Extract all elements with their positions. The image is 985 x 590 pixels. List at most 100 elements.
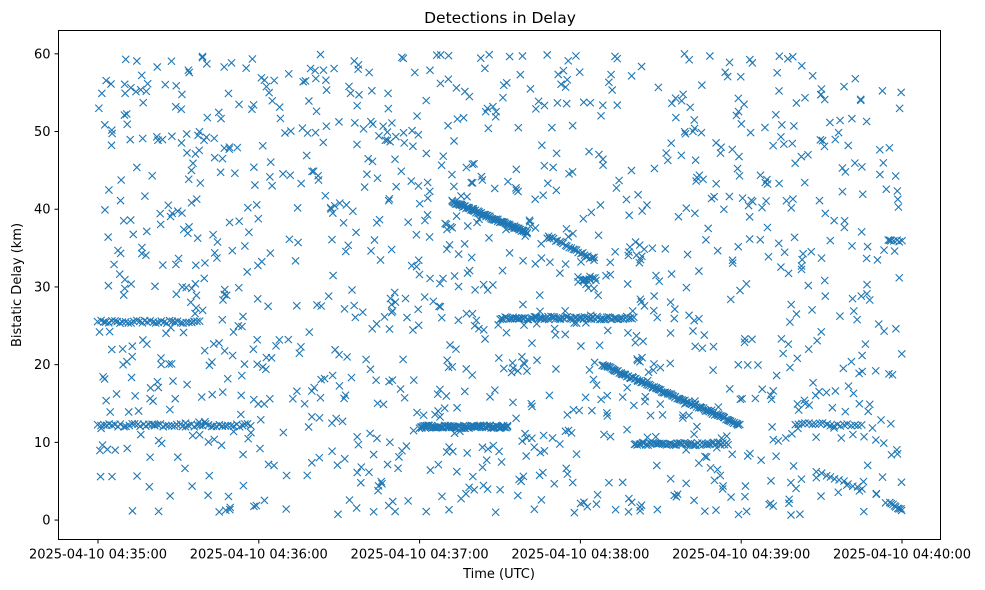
- x-axis-title: Time (UTC): [462, 567, 535, 582]
- detection-point: [157, 439, 166, 448]
- detection-point: [350, 118, 359, 127]
- detection-point: [808, 71, 817, 80]
- detection-point: [104, 186, 113, 195]
- detection-point: [518, 300, 527, 309]
- y-tick-label: 60: [34, 47, 51, 62]
- detection-point: [650, 164, 659, 173]
- detection-point: [897, 349, 906, 358]
- detection-point: [118, 344, 127, 353]
- detection-point: [444, 121, 453, 130]
- detection-point: [608, 86, 617, 95]
- detection-point: [292, 387, 301, 396]
- detection-point: [690, 116, 699, 124]
- detection-point: [820, 142, 829, 151]
- detection-point: [649, 359, 658, 368]
- detection-point: [295, 349, 304, 358]
- detection-point: [119, 216, 128, 225]
- detection-point: [202, 59, 211, 68]
- detection-point: [534, 97, 543, 106]
- detection-point: [462, 163, 471, 172]
- detection-point: [775, 86, 784, 95]
- detection-point: [116, 196, 125, 205]
- detection-point: [354, 60, 363, 69]
- detection-point: [360, 183, 369, 192]
- detection-point: [774, 239, 783, 248]
- detection-point: [408, 142, 417, 151]
- detection-point: [817, 469, 826, 478]
- detection-point: [373, 174, 382, 183]
- detection-point: [704, 224, 713, 233]
- detection-point: [774, 437, 783, 446]
- detection-point: [124, 408, 133, 417]
- detection-point: [444, 363, 453, 372]
- detection-point: [368, 120, 377, 129]
- detection-point: [249, 100, 258, 109]
- detection-point: [340, 304, 349, 313]
- detection-point: [753, 361, 762, 370]
- detection-point: [293, 203, 302, 212]
- detection-point: [589, 375, 598, 384]
- detection-point: [102, 396, 111, 405]
- detection-point: [121, 55, 130, 64]
- detection-point: [822, 388, 831, 397]
- detection-point: [517, 313, 526, 322]
- detection-point: [208, 390, 217, 399]
- detection-point: [732, 111, 741, 120]
- detection-point: [243, 203, 252, 212]
- detection-point: [568, 121, 577, 130]
- detection-point: [679, 90, 688, 99]
- detection-point: [677, 96, 686, 105]
- detection-point: [884, 369, 893, 378]
- detection-point: [303, 128, 312, 137]
- detection-point: [797, 265, 806, 274]
- detection-point: [606, 432, 615, 441]
- detection-point: [741, 482, 750, 491]
- detection-point: [706, 463, 715, 472]
- detection-point: [553, 236, 562, 245]
- detection-point: [450, 272, 459, 281]
- detection-point: [651, 432, 660, 441]
- detection-point: [564, 232, 573, 241]
- detection-point: [286, 171, 295, 180]
- detection-point: [812, 467, 821, 476]
- detection-point: [217, 441, 226, 450]
- detection-point: [215, 507, 224, 516]
- detection-point: [637, 62, 646, 71]
- detection-point: [467, 253, 476, 262]
- detection-point: [173, 207, 182, 216]
- detection-point: [788, 195, 797, 204]
- detection-point: [463, 222, 472, 231]
- detection-point: [140, 192, 149, 201]
- detection-point: [311, 128, 320, 137]
- detection-point: [120, 284, 129, 293]
- detection-point: [157, 317, 166, 326]
- detection-point: [856, 95, 865, 104]
- detection-point: [552, 186, 561, 195]
- detection-point: [305, 328, 314, 337]
- detection-point: [585, 365, 594, 374]
- detection-point: [445, 505, 454, 514]
- detection-point: [776, 263, 785, 272]
- detection-point: [863, 461, 872, 470]
- detection-point: [527, 399, 536, 408]
- detection-point: [354, 440, 363, 449]
- detection-point: [215, 339, 224, 348]
- detection-point: [634, 190, 643, 199]
- detection-point: [511, 183, 520, 192]
- detection-point: [571, 51, 580, 60]
- detection-point: [465, 92, 474, 101]
- detection-point: [366, 429, 375, 438]
- detection-point: [335, 381, 344, 390]
- detection-point: [766, 476, 775, 485]
- detection-point: [496, 485, 505, 494]
- detection-point: [794, 406, 803, 415]
- detection-point: [677, 151, 686, 160]
- detection-point: [240, 242, 249, 250]
- detection-point: [713, 465, 722, 474]
- detection-point: [863, 242, 872, 251]
- detection-point: [133, 472, 142, 481]
- detection-point: [220, 346, 229, 355]
- detection-point: [187, 284, 196, 293]
- detection-point: [875, 170, 884, 179]
- detection-point: [725, 192, 734, 201]
